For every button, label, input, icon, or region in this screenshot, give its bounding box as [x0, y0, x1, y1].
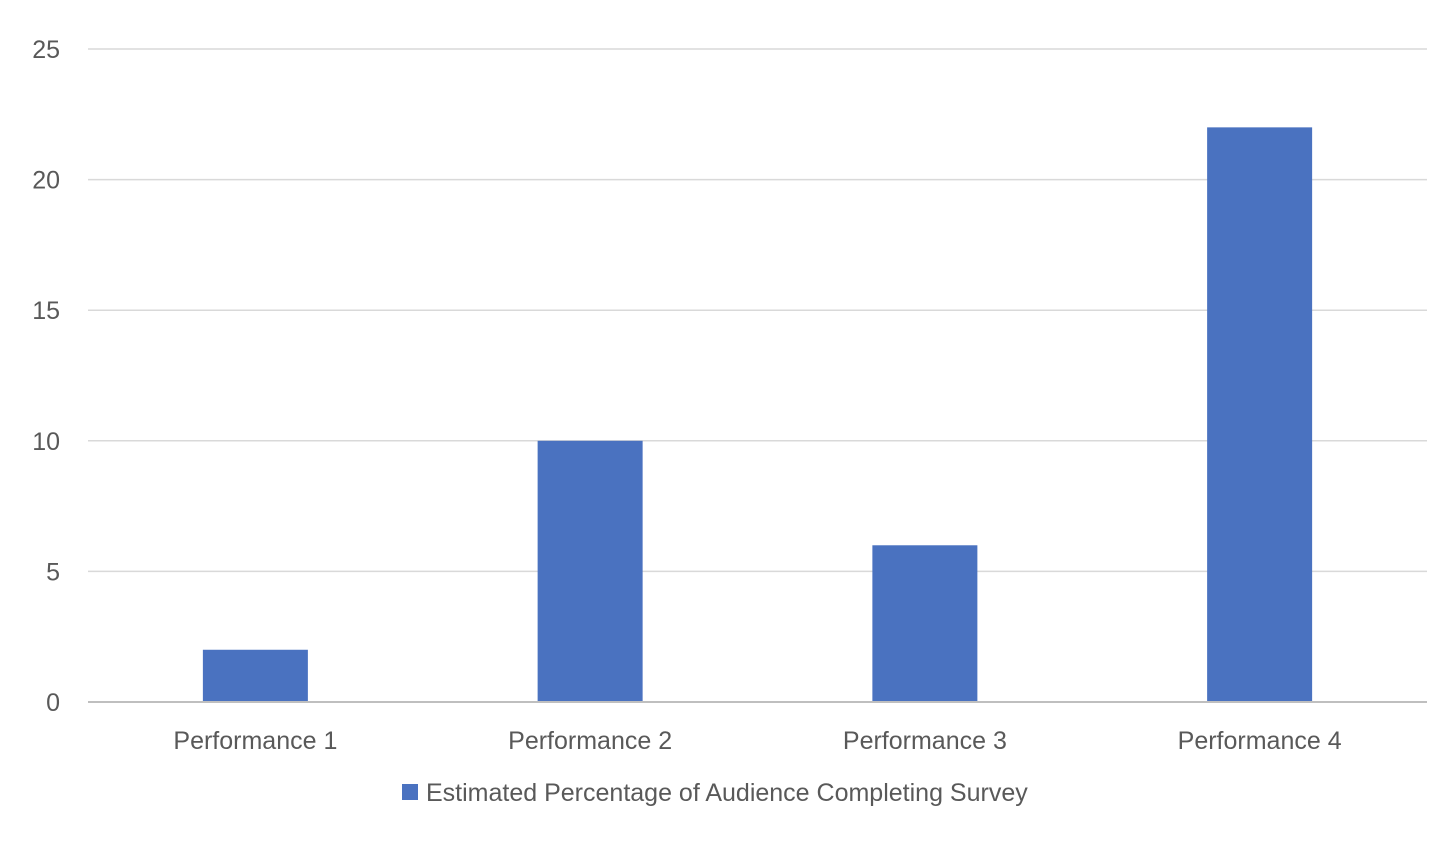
legend-swatch [402, 784, 418, 800]
x-tick-label: Performance 2 [508, 727, 672, 755]
y-axis-tick-labels: 0 5 10 15 20 25 [32, 36, 60, 717]
bar [872, 545, 978, 702]
bars [202, 127, 1313, 703]
y-tick-label: 5 [46, 558, 60, 586]
bar [537, 440, 643, 702]
y-tick-label: 25 [32, 36, 60, 64]
bar [202, 649, 308, 702]
x-tick-label: Performance 1 [173, 727, 337, 755]
y-tick-label: 15 [32, 297, 60, 325]
legend-label: Estimated Percentage of Audience Complet… [426, 779, 1028, 807]
gridlines [88, 48, 1427, 573]
y-tick-label: 20 [32, 167, 60, 195]
x-tick-label: Performance 3 [843, 727, 1007, 755]
y-tick-label: 10 [32, 428, 60, 456]
x-axis-tick-labels: Performance 1 Performance 2 Performance 3 P… [173, 727, 1341, 755]
bar [1207, 127, 1313, 703]
legend: Estimated Percentage of Audience Complet… [402, 779, 1028, 807]
y-tick-label: 0 [46, 689, 60, 717]
x-tick-label: Performance 4 [1178, 727, 1342, 755]
